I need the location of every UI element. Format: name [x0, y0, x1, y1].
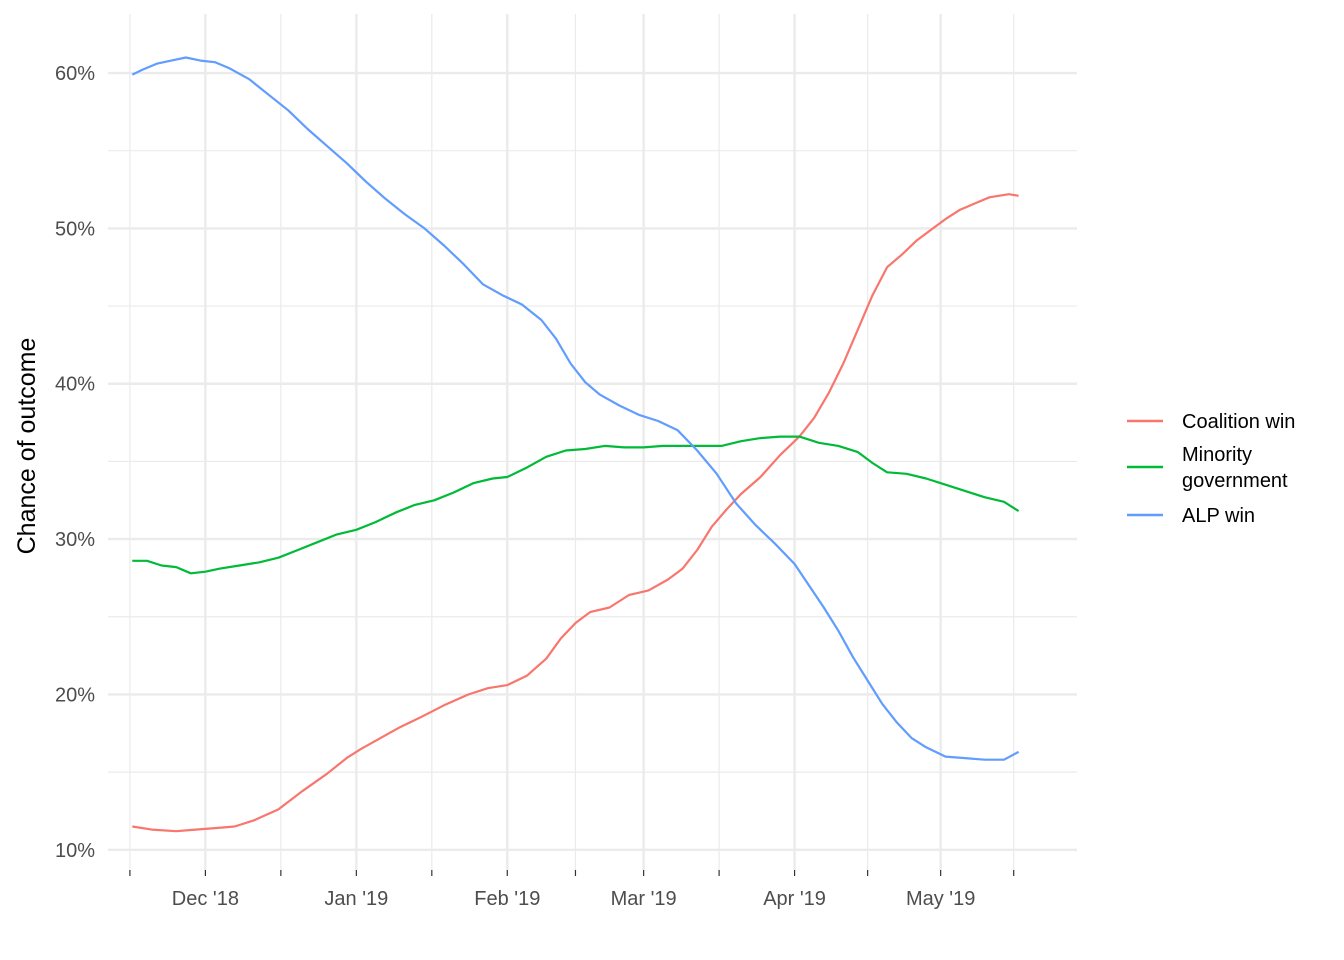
x-tick-label: Dec '18	[172, 888, 239, 910]
series-line-coalition-win	[132, 193, 1019, 833]
x-tick-label: Jan '19	[324, 888, 388, 910]
legend-item: Coalition win	[1127, 411, 1295, 433]
legend: Coalition win Minority government ALP win	[1127, 411, 1295, 527]
y-tick-label: 10%	[55, 840, 95, 862]
y-axis: 10% 20% 30% 40% 50% 60%	[55, 63, 95, 862]
legend-label: government	[1182, 470, 1288, 492]
legend-label: ALP win	[1182, 505, 1255, 527]
y-tick-label: 60%	[55, 63, 95, 85]
y-tick-label: 30%	[55, 529, 95, 551]
legend-label: Minority	[1182, 444, 1252, 466]
legend-item: ALP win	[1127, 505, 1255, 527]
x-tick-label: Mar '19	[611, 888, 677, 910]
legend-item: Minority government	[1127, 444, 1288, 492]
series-line-minority-government	[132, 435, 1020, 575]
series-lines	[131, 56, 1020, 833]
x-axis: Dec '18 Jan '19 Feb '19 Mar '19 Apr '19 May '…	[129, 870, 1015, 910]
y-axis-title: Chance of outcome	[13, 338, 41, 555]
y-tick-label: 50%	[55, 218, 95, 240]
series-line-alp-win	[131, 56, 1020, 761]
x-tick-label: Feb '19	[474, 888, 540, 910]
y-tick-label: 20%	[55, 684, 95, 706]
x-tick-label: Apr '19	[763, 888, 826, 910]
y-tick-label: 40%	[55, 374, 95, 396]
x-tick-label: May '19	[906, 888, 975, 910]
legend-label: Coalition win	[1182, 411, 1295, 433]
grid-minor	[108, 14, 1077, 870]
grid-major	[108, 14, 1077, 870]
